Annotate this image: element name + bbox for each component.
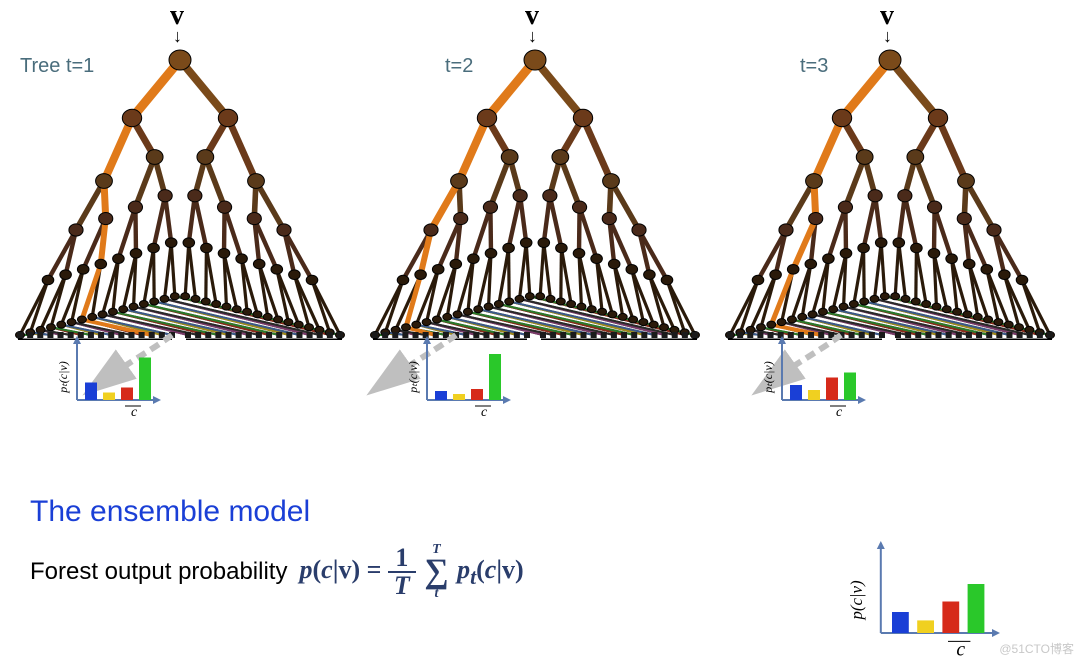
svg-text:pₜ(c|v): pₜ(c|v) <box>761 361 775 393</box>
svg-text:pₜ(c|v): pₜ(c|v) <box>56 361 70 393</box>
ensemble-block: The ensemble model Forest output probabi… <box>30 495 524 601</box>
watermark: @51CTO博客 <box>999 640 1074 657</box>
svg-text:c: c <box>956 639 965 660</box>
svg-text:p(c|v): p(c|v) <box>850 580 866 620</box>
ensemble-title: The ensemble model <box>30 495 524 529</box>
svg-text:c: c <box>131 405 138 420</box>
svg-text:c: c <box>836 405 843 420</box>
formula-label: Forest output probability <box>30 558 287 586</box>
svg-text:c: c <box>481 405 488 420</box>
svg-text:pₜ(c|v): pₜ(c|v) <box>406 361 420 393</box>
formula-math: p(c|v) = 1 T T ∑ t pt(c|v) <box>299 543 523 601</box>
